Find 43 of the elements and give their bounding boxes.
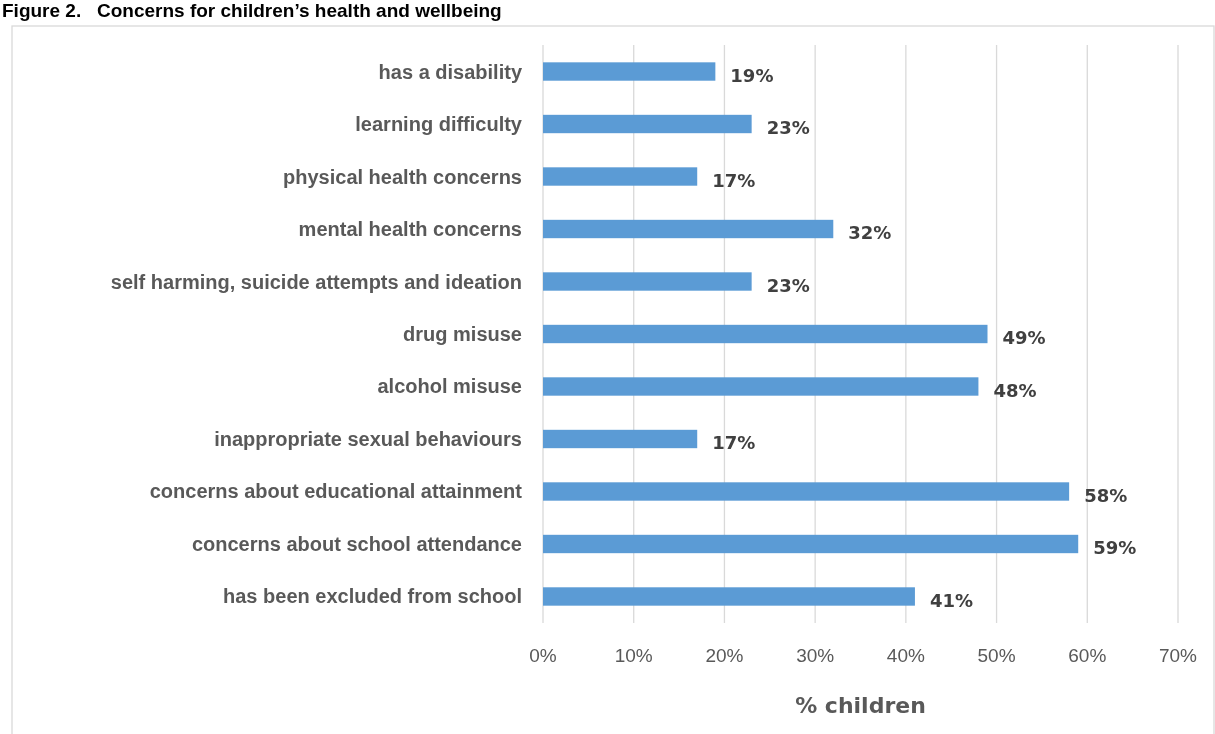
y-tick-label: mental health concerns: [298, 218, 522, 240]
data-label: 17%: [712, 169, 756, 191]
data-label: 17%: [712, 432, 756, 454]
y-tick-label: self harming, suicide attempts and ideation: [110, 270, 522, 293]
y-tick-label: physical health concerns: [283, 165, 522, 188]
data-label: 49%: [1002, 327, 1046, 349]
text: Figure 2. Concerns for children’s health and wellbeing: [2, 0, 502, 21]
bar: [543, 114, 752, 134]
data-label: 48%: [993, 379, 1037, 401]
y-tick-label: has been excluded from school: [223, 585, 522, 608]
y-tick-label: inappropriate sexual behaviours: [214, 428, 522, 450]
data-label: 58%: [1084, 484, 1128, 506]
y-tick-label: concerns about educational attainment: [149, 480, 523, 503]
x-tick-label: 60%: [1068, 645, 1107, 666]
data-label: 23%: [766, 274, 810, 296]
bar: [543, 587, 915, 606]
x-axis-title: % children: [795, 693, 926, 718]
data-label: 19%: [730, 64, 774, 86]
bar: [543, 62, 716, 81]
x-tick-label: 0%: [529, 645, 557, 666]
y-tick-label: alcohol misuse: [377, 375, 522, 398]
data-label: 23%: [766, 117, 810, 139]
data-label: 59%: [1093, 537, 1137, 559]
y-tick-label: learning difficulty: [355, 113, 523, 136]
bar: [543, 482, 1070, 501]
bar: [543, 377, 979, 396]
bar: [543, 219, 834, 239]
bar: [543, 429, 698, 449]
bar: [543, 534, 1079, 554]
y-tick-label: concerns about school attendance: [191, 532, 522, 555]
x-tick-label: 50%: [977, 645, 1016, 666]
y-tick-label: drug misuse: [403, 323, 522, 345]
bar: [543, 324, 988, 344]
x-tick-label: 10%: [614, 645, 653, 666]
y-tick-label: has a disability: [378, 60, 523, 83]
bar: [543, 272, 752, 291]
bar: [543, 167, 698, 186]
data-label: 41%: [929, 589, 974, 611]
data-label: 32%: [848, 222, 892, 244]
x-tick-label: 70%: [1158, 645, 1198, 666]
x-tick-label: 30%: [796, 645, 835, 666]
x-tick-label: 20%: [705, 645, 744, 666]
x-tick-label: 40%: [886, 645, 925, 666]
